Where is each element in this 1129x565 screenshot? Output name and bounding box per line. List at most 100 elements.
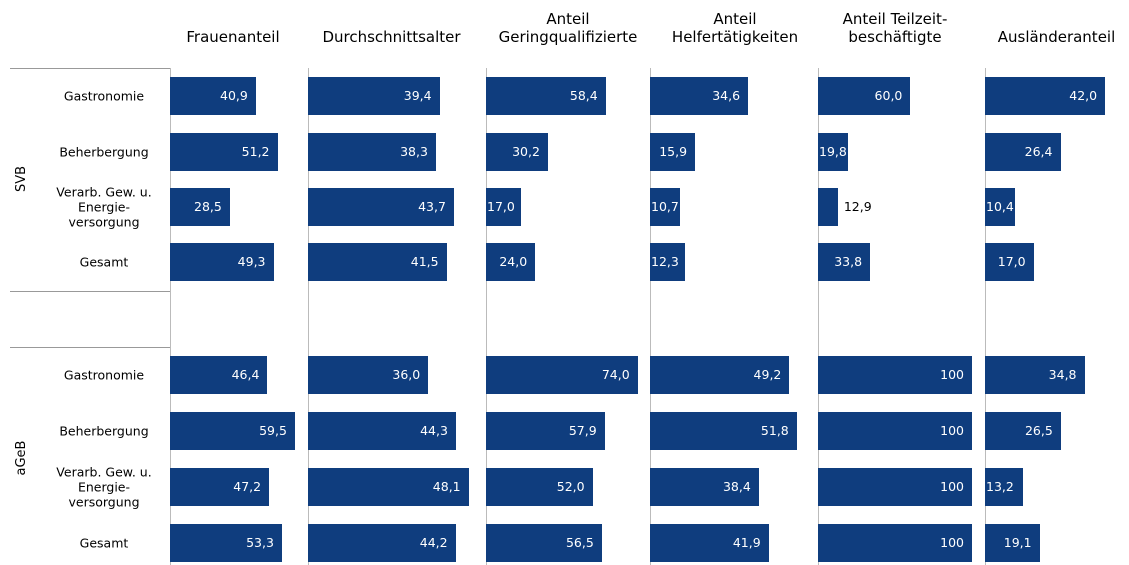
bar [650,468,759,506]
value-label: 51,2 [241,144,270,159]
value-label: 59,5 [259,423,287,438]
bar [985,468,1023,506]
value-label: 34,8 [1048,367,1077,382]
category-label: Verarb. Gew. u. Energie- versorgung [56,464,152,510]
bar [170,188,230,226]
value-label: 39,4 [403,88,432,103]
value-label: 58,4 [569,88,598,103]
value-label: 10,7 [651,199,679,214]
value-label: 60,0 [874,88,903,103]
bar [818,524,972,562]
bar [985,524,1040,562]
category-label: Verarb. Gew. u. Energie- versorgung [56,184,152,230]
value-label: 30,2 [512,144,540,159]
value-label: 41,9 [732,535,761,550]
bar [486,77,606,115]
bar [308,412,456,450]
bar [308,188,454,226]
category-label: Gastronomie [63,367,145,383]
bar [170,524,282,562]
bar [308,77,440,115]
value-label: 47,2 [233,479,262,494]
panel-axis-line [486,68,487,565]
bar [985,412,1061,450]
panel-axis-line [818,68,819,565]
value-label: 40,9 [220,88,248,103]
bar [486,356,638,394]
bar [170,412,295,450]
value-label: 48,1 [432,479,461,494]
value-label: 44,2 [419,535,448,550]
value-label: 17,0 [487,199,515,214]
bar [308,356,429,394]
bar [985,243,1034,281]
bar [650,412,797,450]
value-label: 38,3 [400,144,428,159]
bar [486,468,593,506]
group-label: aGeB [14,440,30,476]
bar [486,243,536,281]
panel-title: Anteil Teilzeit- beschäftigte [842,10,948,46]
value-label: 100 [940,535,964,550]
bar [308,243,447,281]
bar [170,133,278,171]
value-label: 43,7 [418,199,446,214]
value-label: 13,2 [986,479,1014,494]
category-label: Beherbergung [59,144,149,160]
value-label: 46,4 [231,367,260,382]
bar [985,133,1061,171]
bar [486,188,521,226]
bar [650,133,696,171]
panel-axis-line [650,68,651,565]
value-label: 38,4 [722,479,751,494]
separator-line [10,347,170,348]
value-label: 19,1 [1003,535,1032,550]
value-label: 56,5 [565,535,594,550]
bar [650,77,749,115]
value-label: 28,5 [194,199,222,214]
value-label: 42,0 [1069,88,1098,103]
bar [650,243,685,281]
bar [818,356,972,394]
value-label: 17,0 [997,254,1026,269]
bar [486,412,605,450]
value-label: 52,0 [556,479,585,494]
value-label: 49,3 [237,254,266,269]
panel-title: Frauenanteil [186,28,280,46]
bar [486,524,602,562]
panel-title: Anteil Helfertätigkeiten [671,10,799,46]
bar [170,468,270,506]
panel-axis-line [308,68,309,565]
value-label: 44,3 [420,423,448,438]
value-label: 100 [940,479,964,494]
bar [650,356,790,394]
value-label: 51,8 [760,423,789,438]
bar [650,188,681,226]
category-label: Gesamt [79,254,129,270]
value-label: 26,4 [1024,144,1053,159]
bar [308,524,456,562]
value-label: 49,2 [753,367,782,382]
bar [308,468,469,506]
value-label: 100 [940,423,964,438]
category-label: Gesamt [79,535,129,551]
separator-line [10,291,170,292]
category-label: Beherbergung [59,423,149,439]
bar [170,77,256,115]
value-label: 34,6 [712,88,741,103]
bar [818,412,972,450]
bar [985,77,1106,115]
bar [308,133,436,171]
bar [486,133,548,171]
value-label: 15,9 [659,144,688,159]
category-label: Gastronomie [63,88,145,104]
bar [170,243,274,281]
panel-title: Ausländeranteil [997,28,1116,46]
value-label: 74,0 [601,367,630,382]
value-label: 53,3 [246,535,274,550]
bar [170,356,268,394]
value-label: 57,9 [568,423,597,438]
group-label: SVB [14,165,30,193]
value-label: 12,3 [651,254,679,269]
bar [818,188,838,226]
